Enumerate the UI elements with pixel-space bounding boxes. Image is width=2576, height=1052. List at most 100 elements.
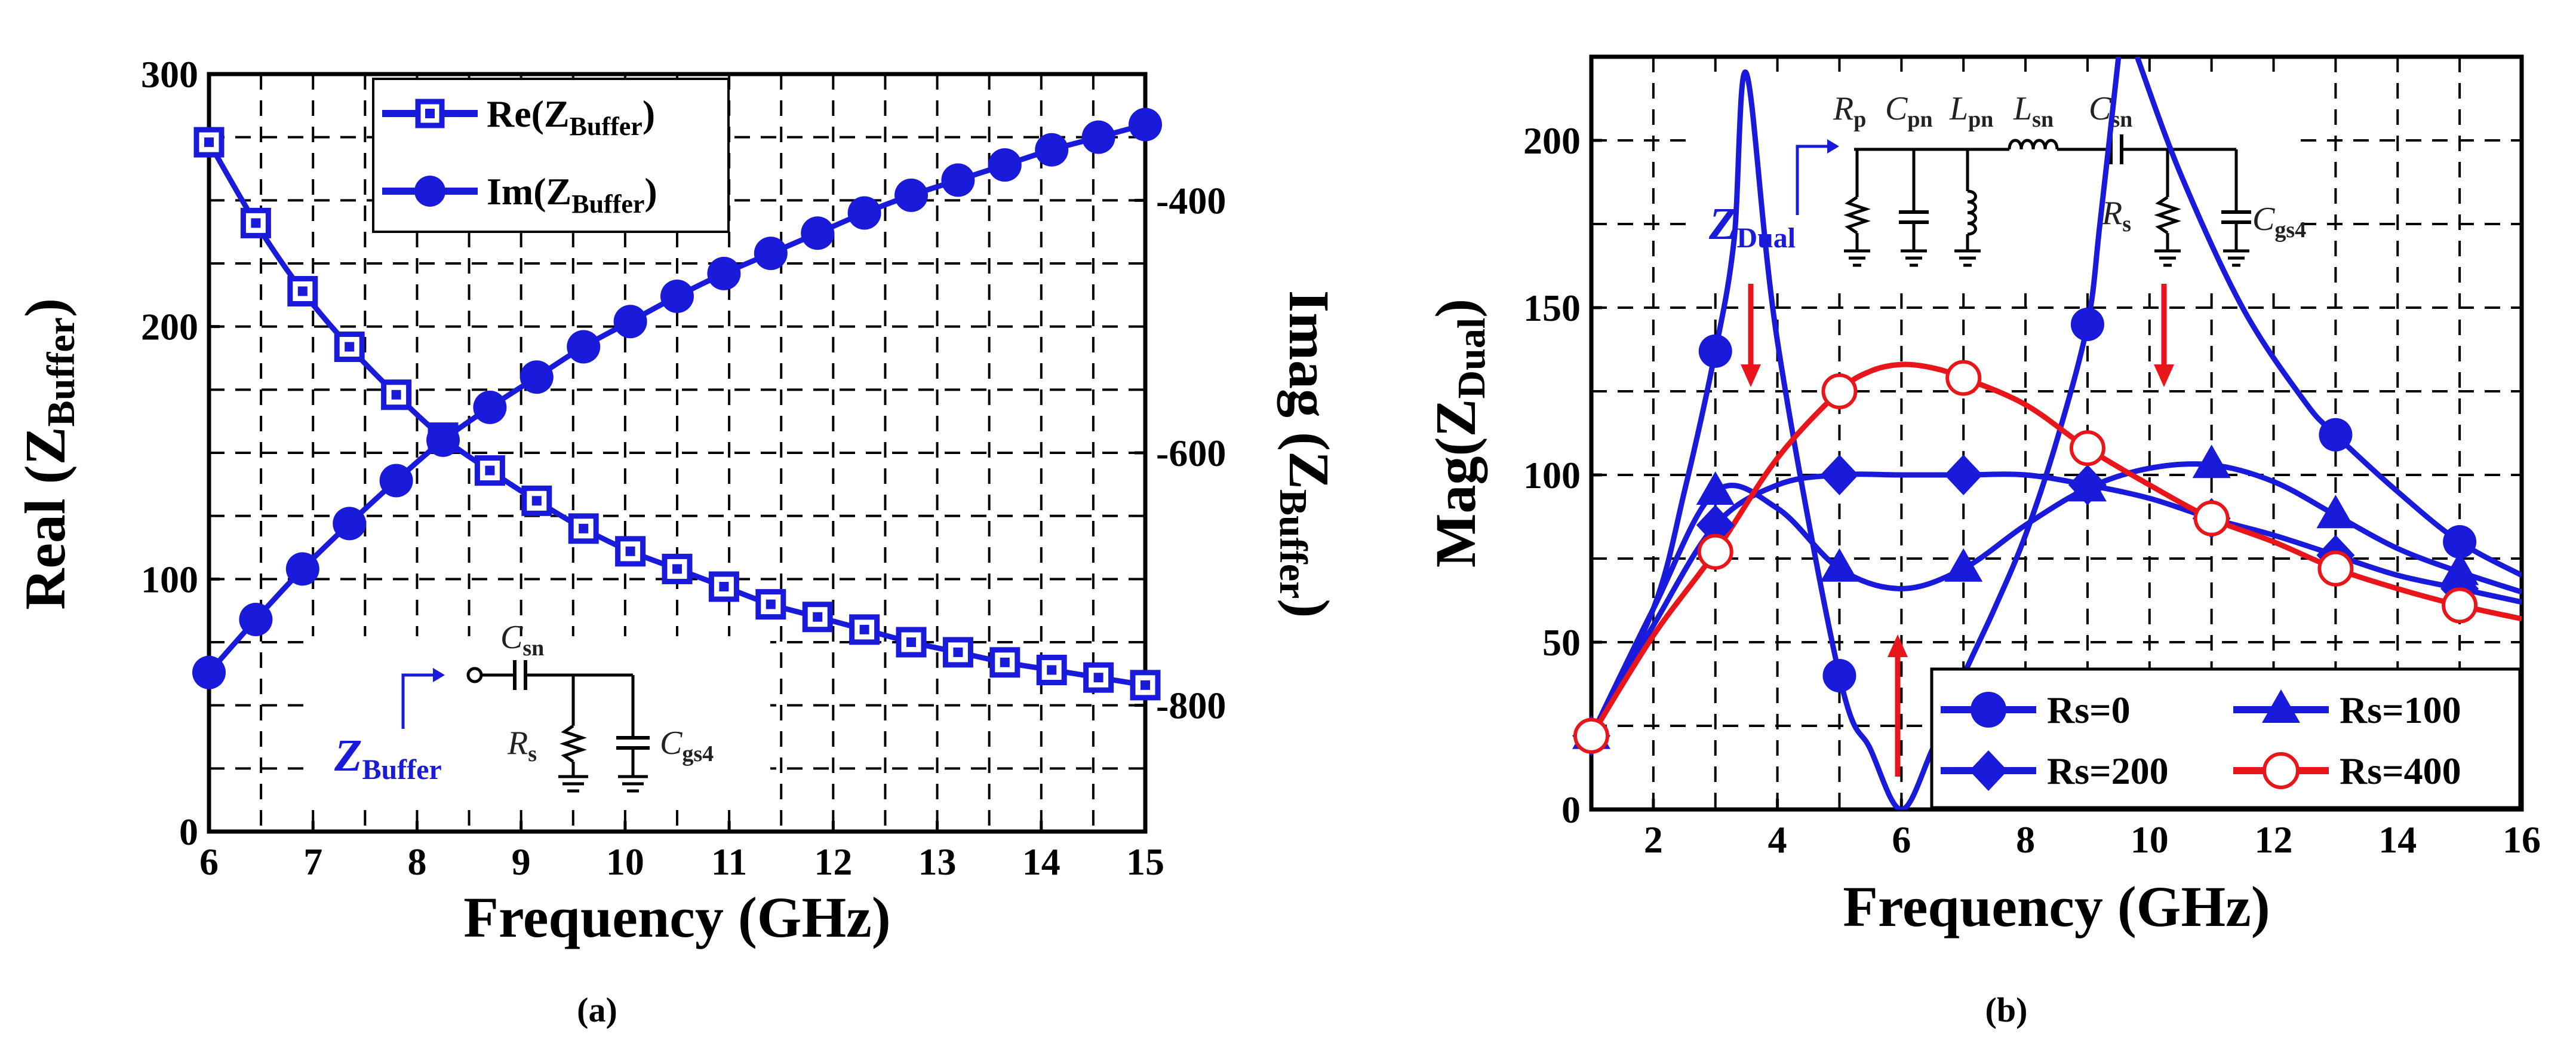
series-rs400-point [2317, 550, 2354, 587]
series-im-point [941, 163, 975, 197]
x-tick-label: 14 [2378, 818, 2417, 861]
series-im-point [1129, 108, 1162, 142]
x-tick-label: 2 [1644, 818, 1663, 861]
series-rs100-point [2192, 444, 2231, 479]
series-re-point [989, 647, 1020, 678]
series-re-point-core [1093, 673, 1103, 683]
series-rs0-line [1591, 57, 2122, 809]
series-re-point-core [719, 582, 729, 592]
inset-a-csn-label: Csn [500, 619, 544, 661]
series-im-point [1081, 120, 1115, 154]
series-im-point [567, 330, 601, 364]
y-tick-label: 50 [1542, 621, 1581, 664]
chart-a-ticks: 6 7 8 9 10 11 12 13 14 15 0 100 200 300 -400 -600 -800 [141, 53, 1226, 883]
series-re-point-core [813, 612, 823, 622]
legend-rs400-marker [2263, 752, 2300, 789]
series-im-point [192, 655, 226, 689]
series-re-point-core [345, 342, 355, 352]
series-re-point [1130, 670, 1161, 701]
series-re-point [942, 637, 973, 668]
legend-circle-marker [414, 176, 445, 207]
series-rs200-point [1696, 505, 1735, 545]
series-im-point [473, 390, 507, 424]
x-tick-label: 6 [199, 841, 219, 883]
series-im-point [801, 216, 835, 250]
legend-rs100-marker [2262, 689, 2300, 723]
series-rs0-point [2443, 525, 2477, 559]
x-tick-label: 6 [1892, 818, 1911, 861]
y-tick-label: 200 [1523, 119, 1581, 162]
y-left-tick-label: 300 [141, 53, 198, 96]
x-tick-label: 9 [512, 841, 531, 883]
series-rs400-point [2442, 587, 2478, 624]
series-rs400-point [1821, 373, 1858, 409]
series-rs100-point [1944, 548, 1983, 582]
x-tick-label: 10 [2131, 818, 2169, 861]
chart-a-series [192, 108, 1162, 701]
series-re-point [568, 513, 599, 544]
x-tick-label: 11 [711, 841, 747, 883]
series-rs0-line-2 [2134, 57, 2522, 578]
series-im-point [894, 178, 928, 212]
series-re-point-core [625, 546, 635, 556]
series-im-point [379, 464, 413, 498]
chart-b: 2 4 6 8 10 12 14 16 0 50 100 150 200 [1424, 54, 2541, 1029]
y-tick-label: 100 [1523, 454, 1581, 496]
legend-rs0-label: Rs=0 [2047, 689, 2131, 731]
inset-b-lsn-label: Lsn [2013, 90, 2054, 132]
y-left-tick-label: 0 [179, 811, 198, 853]
series-rs200-point [1820, 455, 1859, 495]
series-rs200-point [1944, 455, 1983, 495]
chart-b-annotation-arrows [1741, 284, 2174, 777]
series-rs200-point [2068, 464, 2107, 505]
series-rs400-point [1573, 717, 1609, 754]
inset-b-lpn-label: Lpn [1949, 90, 1993, 132]
chart-b-xlabel: Frequency (GHz) [1843, 875, 2270, 938]
series-rs0-point [2319, 418, 2353, 452]
series-re-point-core [204, 137, 214, 148]
legend-rs0-marker [1971, 692, 2006, 728]
series-re-point-core [485, 465, 495, 476]
series-re-point-core [859, 624, 869, 634]
inset-a-zbuffer-label: ZBuffer [334, 731, 442, 786]
inset-b-cgs4-label: Cgs4 [2252, 201, 2306, 243]
series-im-point [707, 256, 741, 290]
series-re-point-core [1047, 665, 1057, 675]
series-re-point-core [531, 496, 542, 506]
series-re-point-core [297, 286, 308, 296]
series-re-point-core [1141, 680, 1150, 690]
series-re-point-core [953, 647, 963, 657]
inset-b-rp-label: Rp [1833, 90, 1866, 132]
panel-a-label: (a) [577, 990, 617, 1029]
series-re-point [802, 602, 833, 633]
series-rs0-point [1822, 659, 1856, 692]
series-rs400-point [2193, 500, 2230, 536]
chart-a-ylabel-left: Real (ZBuffer) [13, 298, 83, 610]
chart-a-xlabel: Frequency (GHz) [463, 885, 890, 949]
series-im-point [660, 279, 694, 313]
panel-b-label: (b) [1985, 990, 2028, 1029]
x-tick-label: 10 [606, 841, 644, 883]
series-im-point [988, 148, 1022, 182]
chart-b-frame [1589, 54, 2524, 812]
x-tick-label: 8 [407, 841, 426, 883]
series-rs100-point [1696, 471, 1735, 505]
series-im-point [1035, 133, 1069, 167]
legend-re-label: Re(ZBuffer) [487, 93, 655, 141]
legend-rs200-label: Rs=200 [2047, 750, 2169, 792]
series-im-point [239, 602, 273, 636]
x-tick-label: 4 [1768, 818, 1787, 861]
y-left-tick-label: 200 [141, 306, 198, 348]
inset-b-cpn-label: Cpn [1885, 90, 1933, 132]
series-im-point [613, 305, 647, 339]
x-tick-label: 12 [2255, 818, 2293, 861]
y-tick-label: 0 [1561, 789, 1581, 831]
chart-b-series [1572, 57, 2522, 809]
series-rs100-point [2316, 495, 2355, 529]
y-right-tick-label: -600 [1156, 432, 1226, 474]
x-tick-label: 15 [1126, 841, 1164, 883]
x-tick-label: 12 [814, 841, 852, 883]
y-right-tick-label: -400 [1156, 179, 1226, 222]
chart-b-legend: Rs=0 Rs=100 Rs=200 Rs=400 [1930, 667, 2522, 809]
